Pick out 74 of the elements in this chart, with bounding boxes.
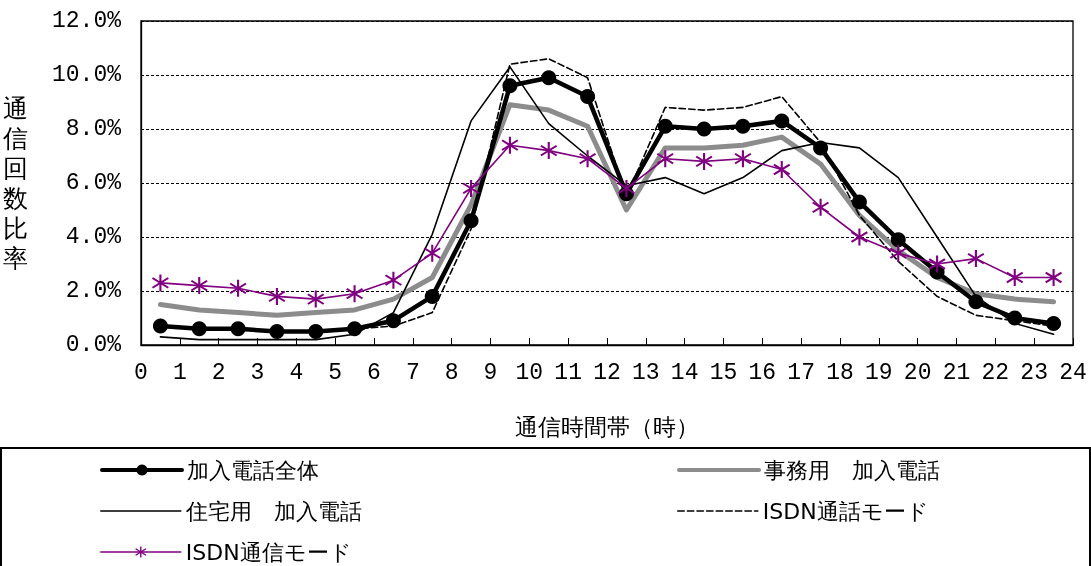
x-tick-label: 19	[865, 359, 893, 386]
x-tick-label: 24	[1059, 359, 1087, 386]
point	[385, 313, 401, 329]
x-tick-label: 2	[211, 359, 226, 386]
point	[734, 150, 752, 168]
x-tick-label: 21	[942, 359, 971, 386]
point	[850, 228, 868, 246]
x-tick-label: 11	[554, 359, 582, 386]
x-tick-label: 4	[289, 359, 304, 386]
y-tick-label: 10.0%	[51, 62, 122, 88]
point	[1046, 315, 1062, 331]
point	[657, 118, 673, 134]
legend-label: ISDN通話モード	[762, 498, 929, 524]
legend-label: 加入電話全体	[187, 457, 319, 483]
point	[813, 140, 829, 156]
x-tick-label: 3	[250, 359, 265, 386]
point	[191, 321, 207, 337]
y-tick-label: 6.0%	[65, 170, 122, 196]
x-tick-label: 13	[632, 359, 660, 386]
x-tick-label: 17	[787, 359, 815, 386]
point	[463, 213, 479, 229]
point	[462, 179, 480, 197]
point	[541, 70, 557, 86]
point	[774, 113, 790, 129]
y-axis-title: 通信回数比率	[3, 93, 28, 273]
point	[851, 194, 867, 210]
point	[812, 198, 830, 216]
point	[695, 152, 713, 170]
x-tick-label: 1	[172, 359, 187, 386]
point	[735, 118, 751, 134]
x-tick-label: 20	[903, 359, 932, 386]
x-tick-label: 6	[367, 359, 381, 386]
point	[1007, 310, 1023, 326]
point	[502, 78, 518, 94]
x-tick-label: 18	[826, 359, 854, 386]
legend-label: ISDN通信モード	[185, 539, 352, 565]
point	[347, 321, 363, 337]
point	[656, 150, 674, 168]
x-tick-label: 16	[748, 359, 777, 386]
y-tick-label: 2.0%	[65, 278, 122, 304]
point	[890, 232, 906, 248]
x-axis-title: 通信時間帯（時）	[515, 413, 699, 440]
point	[308, 324, 324, 339]
x-tick-label: 0	[134, 359, 148, 386]
x-tick-label: 23	[1020, 359, 1048, 386]
point	[967, 250, 985, 268]
x-tick-label: 7	[405, 359, 420, 386]
x-tick-label: 9	[483, 359, 498, 386]
point	[580, 89, 596, 105]
x-tick-label: 22	[981, 359, 1010, 386]
point	[968, 294, 984, 310]
x-tick-label: 5	[328, 359, 343, 386]
point	[346, 285, 364, 303]
x-tick-label: 12	[593, 359, 621, 386]
x-tick-label: 15	[709, 359, 738, 386]
y-tick-label: 4.0%	[65, 224, 122, 250]
point	[268, 287, 286, 305]
point	[152, 318, 168, 334]
point	[230, 321, 246, 337]
y-tick-label: 12.0%	[51, 8, 122, 34]
y-tick-label: 8.0%	[65, 116, 122, 142]
point	[384, 271, 402, 289]
point	[424, 288, 440, 304]
point	[1006, 269, 1024, 286]
y-tick-label: 0.0%	[65, 332, 122, 358]
legend-label: 住宅用 加入電話	[184, 498, 362, 524]
point	[269, 324, 285, 339]
x-tick-label: 14	[670, 359, 699, 386]
x-tick-label: 8	[444, 359, 459, 386]
point	[773, 161, 791, 178]
point	[579, 150, 597, 168]
point	[696, 121, 712, 137]
x-tick-label: 10	[515, 359, 544, 386]
legend-label: 事務用 加入電話	[764, 457, 940, 483]
